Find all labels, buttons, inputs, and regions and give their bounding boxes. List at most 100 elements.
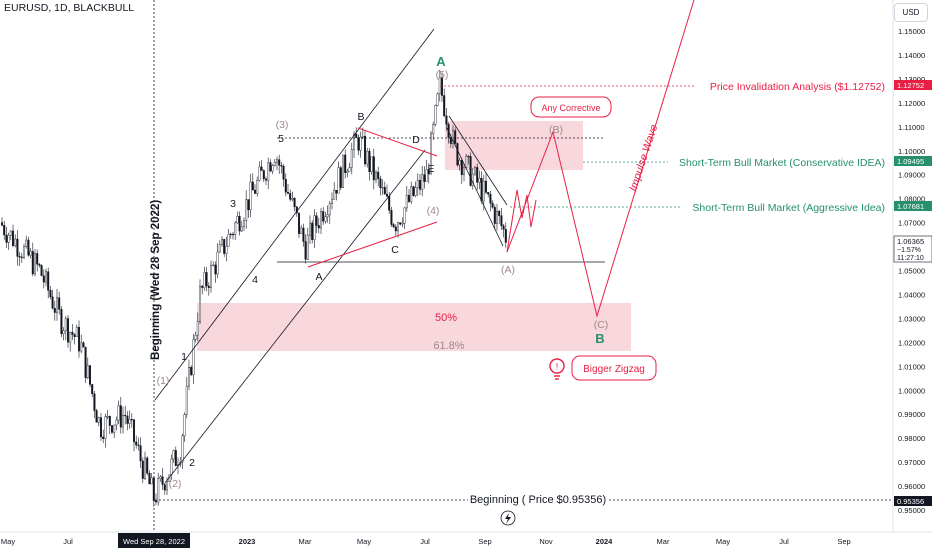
price-label-bg xyxy=(894,496,932,506)
y-tick-label: 1.15000 xyxy=(898,27,925,36)
wave-label: A xyxy=(315,271,322,283)
crosshair-date-bg xyxy=(118,533,190,548)
price-axis[interactable]: 1.15000 1.14000 1.13000 1.12000 1.11000 1.100… xyxy=(892,0,932,550)
triangle-lower-line xyxy=(307,221,438,268)
candle xyxy=(313,209,316,249)
candle xyxy=(498,209,501,224)
candle xyxy=(456,142,459,167)
candle xyxy=(42,269,45,289)
lightbulb-icon: ! xyxy=(549,358,565,380)
aggressive-label[interactable]: Short-Term Bull Market (Aggressive Idea) xyxy=(692,202,885,214)
candle xyxy=(460,158,463,184)
candle xyxy=(454,127,457,147)
candle xyxy=(82,341,85,348)
price-label: 1.09495 xyxy=(894,156,932,166)
candle xyxy=(203,266,206,291)
y-tick-label: 1.07000 xyxy=(898,219,925,228)
x-tick-label: Nov xyxy=(539,537,553,546)
y-tick-label: 0.99000 xyxy=(898,410,925,419)
candle xyxy=(302,223,305,247)
y-tick-label: 1.02000 xyxy=(898,338,925,347)
candle xyxy=(97,416,100,427)
candle xyxy=(427,163,430,184)
bigger-zigzag-box[interactable] xyxy=(571,355,657,381)
crosshair-date-label: Wed Sep 28, 2022 xyxy=(123,537,185,546)
invalidation-label[interactable]: Price Invalidation Analysis ($1.12752) xyxy=(710,81,885,93)
candle xyxy=(34,248,37,277)
candle xyxy=(478,170,481,190)
candle xyxy=(383,181,386,195)
candle xyxy=(135,435,138,449)
x-tick-label: May xyxy=(716,537,730,546)
y-tick-label: 1.03000 xyxy=(898,314,925,323)
candle xyxy=(333,182,336,201)
candle xyxy=(132,419,135,452)
wave-c-downtrend-2 xyxy=(446,127,504,247)
currency-button[interactable]: USD xyxy=(894,3,928,22)
candle xyxy=(212,261,215,267)
candle xyxy=(412,185,415,197)
candle xyxy=(370,156,373,175)
candle xyxy=(342,154,345,188)
candle xyxy=(282,163,285,187)
candle xyxy=(335,189,338,201)
wave-label: A xyxy=(436,54,446,69)
svg-text:!: ! xyxy=(556,362,559,372)
candle xyxy=(150,472,153,485)
candle xyxy=(84,346,87,383)
wave-label: (3) xyxy=(276,119,289,131)
wave-label: 1 xyxy=(181,351,187,363)
candle xyxy=(273,159,276,167)
candle xyxy=(474,165,477,176)
flash-icon[interactable] xyxy=(500,510,516,526)
candle xyxy=(240,220,243,233)
price-label-bg xyxy=(893,235,932,263)
candle xyxy=(124,405,127,425)
symbol-title[interactable]: EURUSD, 1D, BLACKBULL xyxy=(4,2,135,14)
y-tick-label: 0.97000 xyxy=(898,458,925,467)
candle xyxy=(269,159,272,172)
candle xyxy=(29,248,32,259)
candle xyxy=(77,320,80,358)
time-axis[interactable]: May Jul Wed Sep 28, 2022 2023 Mar May Jul Sep No… xyxy=(0,531,932,548)
candle xyxy=(91,383,94,398)
wave-label: 2 xyxy=(189,457,195,469)
candle xyxy=(496,203,499,231)
candle xyxy=(154,493,157,505)
candle xyxy=(328,201,331,224)
any-corrective-label: Any Corrective xyxy=(541,103,600,113)
y-tick-label: 0.98000 xyxy=(898,434,925,443)
candle xyxy=(245,190,248,229)
candle xyxy=(64,315,67,341)
candle xyxy=(331,192,334,210)
candle xyxy=(251,173,254,191)
candle xyxy=(25,235,28,249)
beginning-label[interactable]: Beginning ( Price $0.95356) xyxy=(470,494,606,506)
candle xyxy=(196,312,199,342)
candle xyxy=(467,155,470,165)
candle xyxy=(62,327,65,341)
wave-label: 4 xyxy=(252,274,258,286)
candle xyxy=(324,211,327,224)
candle xyxy=(181,433,184,470)
candle xyxy=(172,449,175,463)
wave-label: 5 xyxy=(278,133,284,145)
conservative-label[interactable]: Short-Term Bull Market (Conservative IDE… xyxy=(679,157,885,169)
candle xyxy=(284,173,287,197)
candle xyxy=(128,410,131,429)
wave-label: B xyxy=(595,331,604,346)
candle xyxy=(236,211,239,224)
candle xyxy=(218,240,221,253)
candle xyxy=(306,227,309,261)
candle xyxy=(309,215,312,244)
candle xyxy=(293,197,296,212)
candle xyxy=(278,154,281,174)
candle xyxy=(265,176,268,186)
candle xyxy=(317,217,320,234)
candle xyxy=(148,470,151,485)
any-corrective-box[interactable] xyxy=(530,96,612,118)
candle xyxy=(381,179,384,195)
candle xyxy=(117,400,120,425)
candle xyxy=(502,224,505,238)
